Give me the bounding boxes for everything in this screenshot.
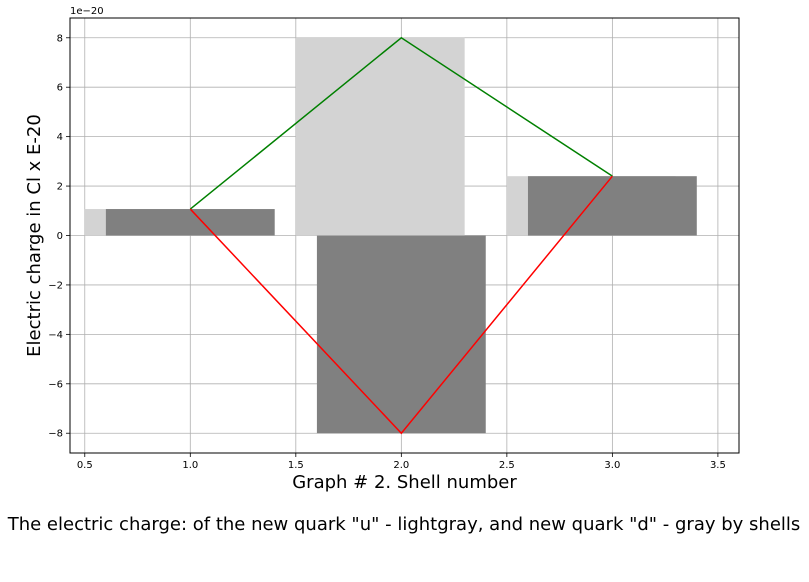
bar-series-1-bar-2 [527,176,697,236]
x-tick-label: 1.5 [288,460,304,471]
y-tick-label: 8 [57,33,63,44]
x-axis-label: Graph # 2. Shell number [292,472,517,493]
y-tick-label: 4 [57,132,63,143]
x-tick-label: 3.5 [710,460,726,471]
bar-series-1-bar-0 [105,209,275,236]
y-tick-label: 0 [57,231,63,242]
chart-caption: The electric charge: of the new quark "u… [7,514,801,535]
y-axis-ticks: −8 −6 −4 −2 0 2 4 6 8 [48,33,70,440]
y-tick-label: −8 [48,429,63,440]
y-tick-label: −2 [48,280,63,291]
x-tick-label: 1.0 [182,460,198,471]
bar-series-1-bar-1 [316,235,486,434]
x-tick-label: 0.5 [77,460,93,471]
bars [84,37,697,434]
lines [189,36,613,435]
y-tick-label: 2 [57,182,63,193]
y-axis-exponent-label: 1e−20 [70,6,104,17]
x-axis-ticks: 0.5 1.0 1.5 2.0 2.5 3.0 3.5 [77,453,726,471]
y-tick-label: 6 [57,83,63,94]
y-tick-label: −6 [48,379,63,390]
y-tick-label: −4 [48,330,63,341]
x-tick-label: 2.0 [393,460,409,471]
y-axis-label: Electric charge in Cl x E-20 [24,114,45,357]
line-series-0 [189,36,613,210]
x-tick-label: 2.5 [499,460,515,471]
line-series-1 [189,175,613,435]
bar-series-0-bar-1 [295,37,465,236]
x-tick-label: 3.0 [604,460,620,471]
